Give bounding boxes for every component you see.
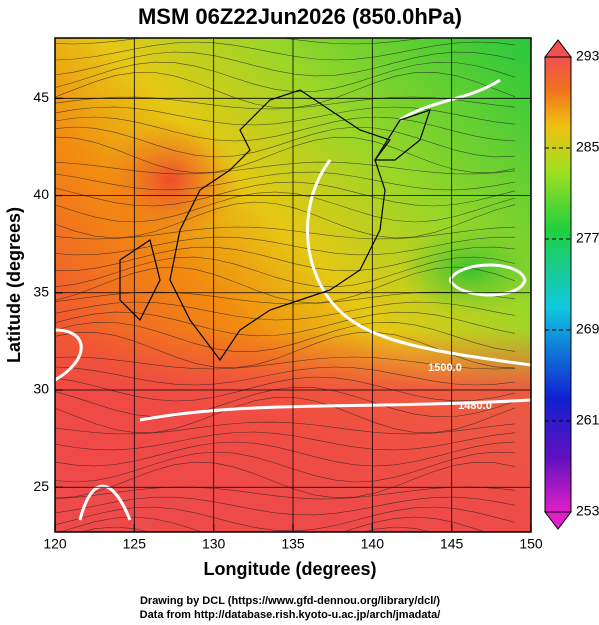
colorbar [544,56,572,513]
streamline [55,516,486,532]
streamline [55,397,516,434]
field [55,38,531,532]
streamline [55,171,516,191]
colorbar-tick-label: 285 [576,139,599,155]
streamline [55,331,516,369]
streamline [55,116,516,142]
streamline [55,291,516,305]
streamline [55,421,516,435]
streamline [55,301,516,321]
streamline [55,201,516,239]
streamline [55,61,516,93]
streamline [55,161,516,175]
colorbar-tick-label: 293 [576,48,599,64]
streamline [55,366,516,386]
contour-label: 1480.0 [458,400,492,412]
streamline [55,236,515,256]
streamline [55,136,516,174]
streamline [55,106,516,126]
streamline [55,226,516,240]
x-axis-label: Longitude (degrees) [203,559,376,579]
colorbar-tick-label: 277 [576,230,599,246]
streamline [55,38,427,45]
streamline [55,496,516,516]
streamline [55,386,516,418]
streamline [79,526,432,532]
y-tick-label: 40 [33,186,49,202]
y-axis-label: Latitude (degrees) [4,207,24,363]
streamline [55,356,516,370]
streamline [55,181,516,207]
streamline [55,376,516,402]
streamline [55,246,516,272]
x-tick-label: 120 [43,536,67,552]
x-tick-label: 140 [361,536,385,552]
streamline [55,266,516,304]
x-tick-label: 150 [519,536,543,552]
streamline [55,311,516,337]
streamline [55,126,516,158]
colorbar-tick-label: 269 [576,321,599,337]
x-tick-label: 130 [202,536,226,552]
streamline [55,461,516,499]
y-tick-label: 35 [33,283,49,299]
streamline [55,191,516,223]
streamline [55,321,516,352]
colorbar-arrow [543,511,573,530]
colorbar-arrow [543,39,573,58]
streamline [55,431,516,451]
streamline [55,256,516,288]
colorbar-tick-label: 253 [576,503,599,519]
streamline [55,451,516,483]
colorbar-tick-label: 261 [576,412,599,428]
x-tick-label: 145 [440,536,464,552]
footer-line: Data from http://database.rish.kyoto-u.a… [140,609,441,621]
y-tick-label: 30 [33,381,49,397]
streamline [55,506,516,532]
y-tick-label: 45 [33,89,49,105]
streamline [55,51,516,77]
x-tick-label: 125 [123,536,147,552]
streamline [55,71,516,108]
x-tick-label: 135 [281,536,305,552]
streamline [55,441,516,467]
streamline [55,41,516,61]
title: MSM 06Z22Jun2026 (850.0hPa) [138,4,462,29]
footer-line: Drawing by DCL (https://www.gfd-dennou.o… [140,595,440,607]
contour-label: 1500.0 [428,362,462,374]
y-tick-label: 25 [33,478,49,494]
